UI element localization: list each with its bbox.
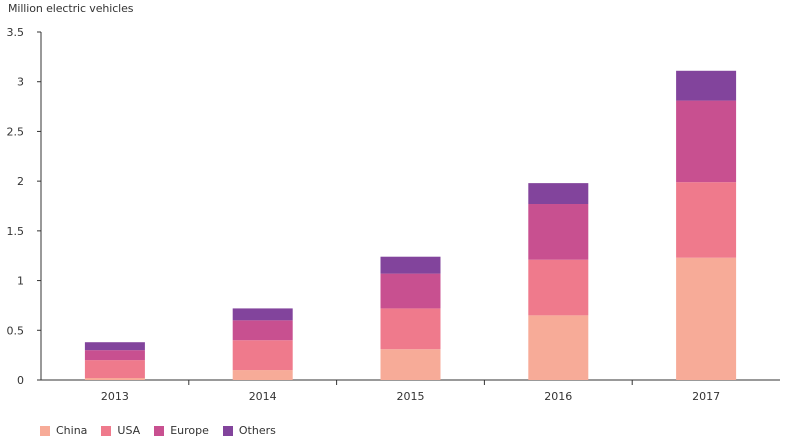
x-tick-label: 2016 [544, 390, 572, 403]
x-tick-label: 2015 [397, 390, 425, 403]
bar-segment-usa-2015 [380, 308, 441, 350]
bar-segment-europe-2017 [676, 100, 737, 183]
bar-segment-china-2014 [232, 370, 293, 380]
legend: China USA Europe Others [40, 424, 276, 437]
y-tick-label: 1.5 [7, 225, 25, 238]
bar-segment-europe-2016 [528, 204, 589, 260]
x-tick-label: 2017 [692, 390, 720, 403]
bar-segment-europe-2014 [232, 320, 293, 341]
bar-segment-usa-2017 [676, 182, 737, 258]
y-tick-label: 2.5 [7, 125, 25, 138]
bar-segment-others-2015 [380, 256, 441, 274]
bar-segment-usa-2013 [84, 360, 145, 379]
bar-segment-others-2013 [84, 342, 145, 351]
y-axis-label: Million electric vehicles [8, 2, 134, 15]
legend-label: USA [117, 424, 141, 437]
bar-segment-europe-2013 [84, 350, 145, 361]
x-tick-label: 2013 [101, 390, 129, 403]
bar-segment-others-2016 [528, 183, 589, 205]
legend-label: China [56, 424, 88, 437]
bar-segment-others-2017 [676, 70, 737, 101]
bar-segment-usa-2014 [232, 340, 293, 371]
y-tick-label: 3 [17, 76, 24, 89]
legend-swatch [154, 425, 165, 436]
legend-label: Others [238, 424, 276, 437]
legend-label: Europe [170, 424, 209, 437]
y-tick-label: 1 [17, 275, 24, 288]
legend-item-usa: USA [101, 424, 140, 437]
y-tick-label: 3.5 [7, 26, 25, 39]
legend-swatch [101, 425, 112, 436]
x-tick-label: 2014 [249, 390, 277, 403]
legend-swatch [222, 425, 233, 436]
legend-item-china: China [40, 424, 87, 437]
bar-segment-china-2013 [84, 378, 145, 380]
bar-segment-usa-2016 [528, 259, 589, 316]
legend-item-others: Others [222, 424, 276, 437]
bar-segment-china-2016 [528, 315, 589, 380]
y-tick-label: 0 [17, 374, 24, 387]
bar-segment-china-2015 [380, 349, 441, 380]
bar-segment-others-2014 [232, 308, 293, 321]
legend-item-europe: Europe [154, 424, 209, 437]
legend-swatch [40, 425, 50, 436]
y-tick-label: 0.5 [7, 324, 25, 337]
bar-segment-china-2017 [676, 257, 737, 380]
bar-segment-europe-2015 [380, 273, 441, 309]
y-tick-label: 2 [17, 175, 24, 188]
